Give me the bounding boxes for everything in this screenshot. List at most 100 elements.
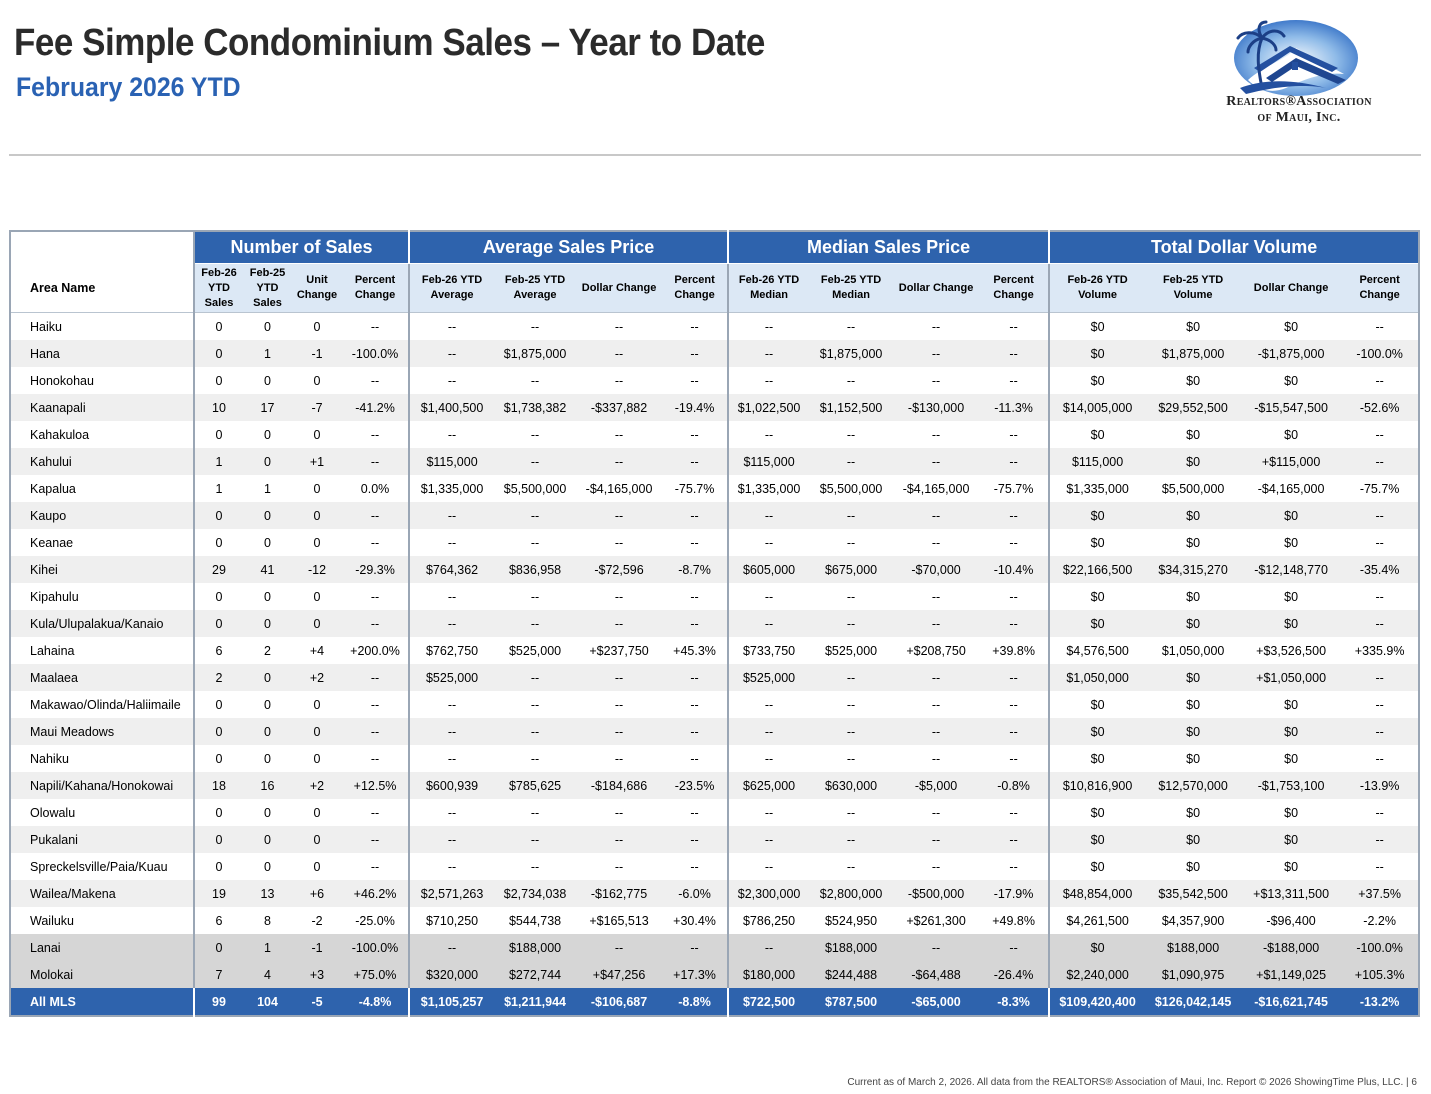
table-cell: -- <box>494 448 577 475</box>
table-cell: -- <box>893 826 980 853</box>
table-cell: $1,335,000 <box>1049 475 1146 502</box>
table-cell: -- <box>809 853 894 880</box>
table-cell: -- <box>494 421 577 448</box>
table-cell: $2,571,263 <box>409 880 495 907</box>
table-cell: -2.2% <box>1341 907 1420 934</box>
table-cell: $35,542,500 <box>1145 880 1242 907</box>
logo-text-line1: Realtors®Association <box>1226 94 1372 109</box>
table-cell: -- <box>1341 421 1420 448</box>
table-cell: -- <box>576 826 663 853</box>
table-cell: 0 <box>243 421 292 448</box>
table-cell: -- <box>409 934 495 961</box>
table-cell: +49.8% <box>979 907 1051 934</box>
table-cell: -- <box>809 583 894 610</box>
table-cell: $1,152,500 <box>809 394 894 421</box>
table-cell: 0 <box>292 529 342 556</box>
table-cell: -100.0% <box>342 934 411 961</box>
table-cell: +$237,750 <box>576 637 663 664</box>
table-cell: -- <box>1341 799 1420 826</box>
table-cell: -- <box>662 367 730 394</box>
table-cell: +$115,000 <box>1241 448 1342 475</box>
table-cell: -- <box>809 826 894 853</box>
table-cell: +200.0% <box>342 637 411 664</box>
table-cell: $0 <box>1241 610 1342 637</box>
table-cell: $0 <box>1145 312 1242 340</box>
table-cell: 0 <box>194 367 243 394</box>
table-cell: $115,000 <box>1049 448 1146 475</box>
col-avg-feb26: Feb-26 YTD Average <box>409 263 495 313</box>
table-cell: $0 <box>1241 826 1342 853</box>
table-row: Kipahulu 0 0 0 -- -- -- -- -- -- -- -- -- $0 $0 $0 -- <box>10 583 1420 610</box>
table-cell: $0 <box>1049 583 1146 610</box>
table-cell: 13 <box>243 880 292 907</box>
table-cell: -17.9% <box>979 880 1051 907</box>
col-volume-dollar-change: Dollar Change <box>1241 263 1342 313</box>
table-cell: -- <box>979 664 1051 691</box>
table-cell: -- <box>662 421 730 448</box>
table-cell: $0 <box>1241 421 1342 448</box>
table-cell: -- <box>409 583 495 610</box>
table-cell: $0 <box>1145 826 1242 853</box>
table-cell: +$47,256 <box>576 961 663 988</box>
area-name-cell: Kaanapali <box>10 394 195 421</box>
area-name-cell: Lahaina <box>10 637 195 664</box>
table-cell: 0 <box>292 421 342 448</box>
table-cell: -- <box>979 529 1051 556</box>
table-cell: $605,000 <box>728 556 810 583</box>
table-cell: 0 <box>243 718 292 745</box>
table-cell: -23.5% <box>662 772 730 799</box>
table-cell: -- <box>893 421 980 448</box>
table-cell: -- <box>893 529 980 556</box>
table-cell: $0 <box>1145 421 1242 448</box>
table-cell: -- <box>728 421 810 448</box>
table-cell: 0 <box>292 367 342 394</box>
table-cell: 0 <box>194 934 243 961</box>
table-cell: -- <box>979 934 1051 961</box>
area-name-cell: Keanae <box>10 529 195 556</box>
table-cell: -- <box>728 826 810 853</box>
table-cell: 0 <box>292 691 342 718</box>
table-cell: $0 <box>1145 448 1242 475</box>
table-cell: $1,050,000 <box>1049 664 1146 691</box>
table-cell: -- <box>979 745 1051 772</box>
table-cell: $126,042,145 <box>1145 988 1242 1016</box>
table-cell: -- <box>662 312 730 340</box>
table-cell: $1,105,257 <box>409 988 495 1016</box>
table-cell: $244,488 <box>809 961 894 988</box>
table-row: Molokai 7 4 +3 +75.0% $320,000 $272,744 +$47,25… <box>10 961 1420 988</box>
table-cell: $600,939 <box>409 772 495 799</box>
table-row: Wailuku 6 8 -2 -25.0% $710,250 $544,738 +$165,5… <box>10 907 1420 934</box>
table-cell: -- <box>576 312 663 340</box>
table-cell: -- <box>662 502 730 529</box>
table-cell: 6 <box>194 637 243 664</box>
table-cell: -- <box>893 799 980 826</box>
table-cell: -- <box>662 745 730 772</box>
table-row: Kihei 29 41 -12 -29.3% $764,362 $836,958 -$72,5… <box>10 556 1420 583</box>
table-cell: -$15,547,500 <box>1241 394 1342 421</box>
table-cell: $0 <box>1241 529 1342 556</box>
table-cell: 1 <box>194 448 243 475</box>
table-cell: -- <box>342 826 411 853</box>
table-row: Kula/Ulupalakua/Kanaio 0 0 0 -- -- -- -- -- -- -- -… <box>10 610 1420 637</box>
table-cell: -8.8% <box>662 988 730 1016</box>
table-cell: 0 <box>292 583 342 610</box>
col-sales-unit-change: Unit Change <box>292 263 342 313</box>
table-cell: $2,734,038 <box>494 880 577 907</box>
table-cell: -- <box>1341 448 1420 475</box>
table-cell: $1,090,975 <box>1145 961 1242 988</box>
table-cell: -- <box>728 853 810 880</box>
table-cell: -- <box>893 502 980 529</box>
table-cell: -12 <box>292 556 342 583</box>
table-cell: $525,000 <box>494 637 577 664</box>
table-cell: -- <box>494 718 577 745</box>
table-cell: -- <box>979 340 1051 367</box>
table-cell: $0 <box>1241 691 1342 718</box>
table-cell: -- <box>893 448 980 475</box>
table-cell: $0 <box>1145 664 1242 691</box>
table-row: Lahaina 6 2 +4 +200.0% $762,750 $525,000 +$237,… <box>10 637 1420 664</box>
area-name-cell: Pukalani <box>10 826 195 853</box>
table-cell: -$4,165,000 <box>893 475 980 502</box>
table-cell: -10.4% <box>979 556 1051 583</box>
table-row: Kaupo 0 0 0 -- -- -- -- -- -- -- -- -- $0 $0 $0 -- <box>10 502 1420 529</box>
table-cell: -0.8% <box>979 772 1051 799</box>
